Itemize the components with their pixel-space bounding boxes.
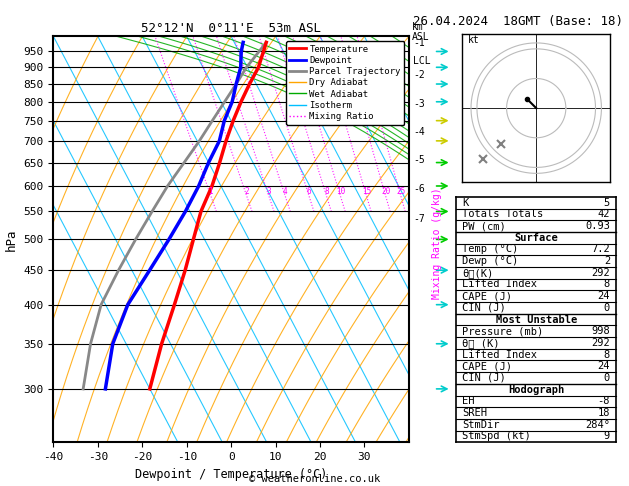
- Text: 6: 6: [307, 187, 311, 196]
- Text: km: km: [412, 22, 424, 32]
- X-axis label: Dewpoint / Temperature (°C): Dewpoint / Temperature (°C): [135, 468, 327, 481]
- Text: Totals Totals: Totals Totals: [462, 209, 543, 219]
- Text: 26.04.2024  18GMT (Base: 18): 26.04.2024 18GMT (Base: 18): [413, 15, 623, 28]
- Text: LCL: LCL: [413, 56, 431, 66]
- Text: Temp (°C): Temp (°C): [462, 244, 519, 255]
- Text: 24: 24: [598, 291, 610, 301]
- Title: 52°12'N  0°11'E  53m ASL: 52°12'N 0°11'E 53m ASL: [141, 22, 321, 35]
- Text: 20: 20: [381, 187, 390, 196]
- Text: CAPE (J): CAPE (J): [462, 291, 513, 301]
- Text: 5: 5: [604, 198, 610, 208]
- Text: 7.2: 7.2: [591, 244, 610, 255]
- Text: 18: 18: [598, 408, 610, 418]
- Text: θᴄ (K): θᴄ (K): [462, 338, 500, 348]
- Text: 0: 0: [604, 373, 610, 383]
- Text: kt: kt: [468, 35, 480, 45]
- Text: CAPE (J): CAPE (J): [462, 361, 513, 371]
- Text: EH: EH: [462, 397, 475, 406]
- Text: 4: 4: [283, 187, 287, 196]
- Text: © weatheronline.co.uk: © weatheronline.co.uk: [249, 473, 380, 484]
- Text: 284°: 284°: [585, 420, 610, 430]
- Text: 3: 3: [267, 187, 271, 196]
- Text: Lifted Index: Lifted Index: [462, 279, 537, 290]
- Text: 1: 1: [209, 187, 213, 196]
- Text: 292: 292: [591, 338, 610, 348]
- Text: -7: -7: [413, 214, 425, 224]
- Text: Lifted Index: Lifted Index: [462, 349, 537, 360]
- Text: θᴄ(K): θᴄ(K): [462, 268, 494, 278]
- Text: K: K: [462, 198, 469, 208]
- Text: Mixing Ratio (g/kg): Mixing Ratio (g/kg): [432, 187, 442, 299]
- Text: ASL: ASL: [412, 32, 430, 42]
- Text: CIN (J): CIN (J): [462, 373, 506, 383]
- Text: -2: -2: [413, 70, 425, 80]
- Text: CIN (J): CIN (J): [462, 303, 506, 313]
- Text: 292: 292: [591, 268, 610, 278]
- Text: -1: -1: [413, 38, 425, 48]
- Y-axis label: hPa: hPa: [5, 228, 18, 251]
- Text: -3: -3: [413, 99, 425, 108]
- Text: PW (cm): PW (cm): [462, 221, 506, 231]
- Text: 998: 998: [591, 326, 610, 336]
- Text: 24: 24: [598, 361, 610, 371]
- Text: 8: 8: [604, 349, 610, 360]
- Text: StmSpd (kt): StmSpd (kt): [462, 432, 532, 441]
- Text: -8: -8: [598, 397, 610, 406]
- Text: 0: 0: [604, 303, 610, 313]
- Text: Dewp (°C): Dewp (°C): [462, 256, 519, 266]
- Text: -5: -5: [413, 156, 425, 165]
- Text: -6: -6: [413, 184, 425, 194]
- Text: Most Unstable: Most Unstable: [496, 314, 577, 325]
- Text: 0.93: 0.93: [585, 221, 610, 231]
- Text: Hodograph: Hodograph: [508, 384, 564, 395]
- Text: -4: -4: [413, 127, 425, 137]
- Text: 8: 8: [604, 279, 610, 290]
- Text: StmDir: StmDir: [462, 420, 500, 430]
- Text: 8: 8: [324, 187, 329, 196]
- Text: 10: 10: [336, 187, 345, 196]
- Text: 2: 2: [245, 187, 249, 196]
- Text: 15: 15: [362, 187, 371, 196]
- Text: Surface: Surface: [515, 233, 558, 243]
- Text: 25: 25: [396, 187, 406, 196]
- Text: Pressure (mb): Pressure (mb): [462, 326, 543, 336]
- Text: 42: 42: [598, 209, 610, 219]
- Text: 2: 2: [604, 256, 610, 266]
- Text: 9: 9: [604, 432, 610, 441]
- Legend: Temperature, Dewpoint, Parcel Trajectory, Dry Adiabat, Wet Adiabat, Isotherm, Mi: Temperature, Dewpoint, Parcel Trajectory…: [286, 41, 404, 125]
- Text: SREH: SREH: [462, 408, 487, 418]
